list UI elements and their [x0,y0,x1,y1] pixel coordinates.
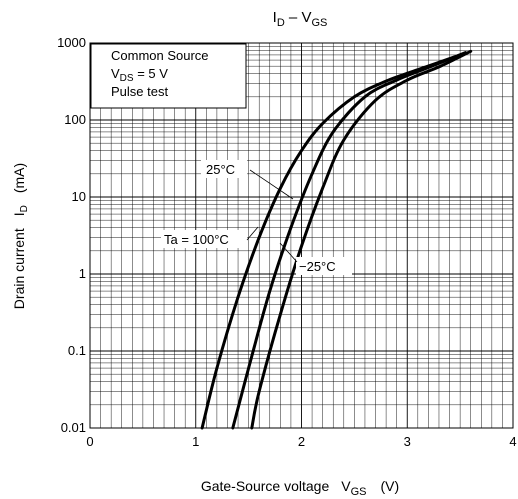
chart-title: ID – VGS [273,9,328,29]
conditions-box: Common Source VDS = 5 V Pulse test [90,43,247,109]
series-curves [200,49,473,430]
series-label-100-text: Ta = 100°C [164,232,229,247]
y-tick-label: 10 [72,189,86,204]
series-line-2 [250,49,473,430]
series-line-1 [231,51,467,430]
y-tick-label: 1 [79,266,86,281]
series-label-25: 25°C [201,160,294,200]
series-line-0 [200,53,462,430]
conditions-line-1: Common Source [111,48,209,63]
series-label-minus25-text: −25°C [299,259,336,274]
y-axis-label: Drain currentID(mA) [11,163,30,309]
x-tick-label: 0 [86,434,93,449]
y-axis-ticks: 0.01 0.1 1 10 100 1000 [57,35,86,435]
plot-frame [89,42,514,429]
x-tick-label: 2 [298,434,305,449]
leader-minus25 [279,242,298,263]
y-tick-label: 0.01 [61,420,86,435]
conditions-line-2: VDS = 5 V [111,66,168,84]
y-tick-label: 100 [64,112,86,127]
conditions-line-3: Pulse test [111,84,168,99]
leader-25 [249,169,294,200]
x-tick-label: 1 [192,434,199,449]
x-axis-ticks: 0 1 2 3 4 [86,434,516,449]
y-tick-label: 0.1 [68,343,86,358]
leader-100 [246,226,259,241]
series-label-100: Ta = 100°C [161,226,259,248]
x-tick-label: 4 [509,434,516,449]
series-label-minus25: −25°C [279,242,352,275]
series-label-25-text: 25°C [206,162,235,177]
y-tick-label: 1000 [57,35,86,50]
x-axis-label: Gate-Source voltage VGS (V) [201,478,399,498]
x-tick-label: 3 [404,434,411,449]
